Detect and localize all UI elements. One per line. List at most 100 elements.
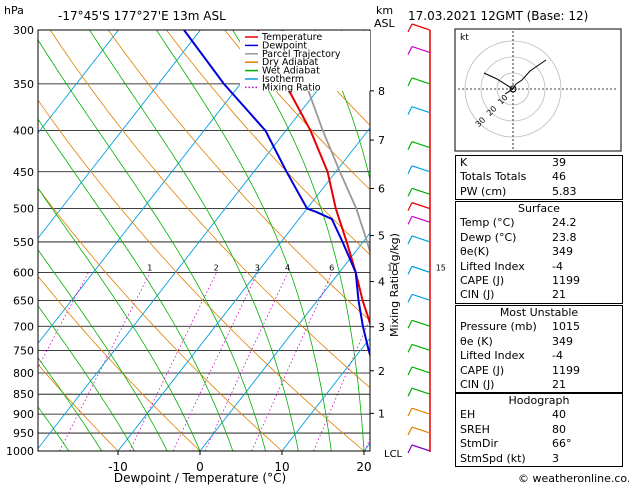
index-row-k: K 39 [460,156,566,169]
dry-adiabat-line [107,30,370,322]
y-tick-label: 450 [13,166,34,179]
km-tick-label: 7 [378,134,385,147]
hodograph-row: StmDir 66° [460,437,572,451]
index-row-pw: PW (cm) 5.83 [460,184,577,198]
y-tick-label: 600 [13,266,34,279]
most-unstable-row: CIN (J) 21 [460,378,566,392]
x-tick-label: 20 [356,460,371,474]
x-axis-label: Dewpoint / Temperature (°C) [114,471,286,485]
km-tick-label: 4 [378,276,385,289]
mixing-ratio-line [251,272,333,451]
mixing-ratio-label: 10 [387,263,397,272]
hodograph-storm-marker [509,85,517,93]
wind-barb [411,235,431,243]
profile-lines [183,30,370,358]
dry-adiabat-line [38,187,283,451]
mixing-ratio-line [38,272,89,369]
dry-adiabat-line [38,99,365,451]
background-lines [38,30,370,451]
wind-barb-flag [407,407,413,417]
legend-label: Wet Adiabat [262,66,320,77]
wet-adiabat-line [314,30,370,181]
y-tick-label: 750 [13,344,34,357]
mixing-ratio-line [172,272,259,451]
y-tick-label: 300 [13,24,34,37]
series-dewpoint [183,30,370,358]
km-tick-label: 8 [378,85,385,98]
wet-adiabat-line [89,30,299,451]
wet-adiabat-line [38,39,266,451]
axes: 1234610152025300350400450500550600650700… [6,24,509,474]
indices-table: K 39 Totals Totals 46 PW (cm) 5.83 [455,155,623,201]
legend-background [240,31,370,91]
wind-barbs [407,23,431,454]
hodograph-trace [483,59,547,95]
legend-label: Dry Adiabat [262,57,319,68]
km-tick-label: 3 [378,321,385,334]
dry-adiabat-line [38,275,201,451]
y-tick-label: 1000 [6,445,34,458]
wet-adiabat-line [38,118,234,451]
mixing-ratio-line [129,272,218,451]
wind-barb-flag [407,344,413,353]
wind-barb-flag [407,294,413,303]
wet-adiabat-line [38,406,70,451]
y-tick-label: 900 [13,408,34,421]
most-unstable-row: Pressure (mb) 1015 [460,320,580,334]
wind-barb [411,265,431,273]
wind-barb-flag [407,202,413,211]
mixing-ratio-axis-label: Mixing Ratio (g/kg) [388,233,401,337]
plot-frame [37,29,371,452]
wind-barb-flag [407,188,413,197]
mixing-ratio-label: 3 [255,263,260,272]
wind-barb-flag [407,46,413,55]
y-tick-label: 800 [13,367,34,380]
wind-barb [411,77,431,85]
y-tick-label: 850 [13,388,34,401]
wind-barb [411,293,431,301]
surface-row: CIN (J) 21 [460,288,566,302]
surface-row: θe(K) 349 [460,245,573,259]
hodograph-unit: kt [460,33,469,43]
surface-title: Surface [518,202,560,215]
wind-barb-flag [407,216,413,225]
mixing-ratio-line [204,272,289,451]
hodograph-row: SREH 80 [460,422,566,436]
most-unstable-row: θe (K) 349 [460,334,573,348]
legend-label: Temperature [261,32,322,43]
copyright: © weatheronline.co.uk [518,472,629,485]
isotherm-line [117,127,370,451]
hodograph-table: Hodograph EH 40 SREH 80 StmDir 66° StmSpd (… [455,393,623,468]
isotherm-line [199,232,370,451]
asl-label: ASL [374,17,396,30]
wind-barb-flag [407,106,413,115]
wind-barb [411,407,431,415]
index-row-totals: Totals Totals 46 [460,170,566,184]
wind-barb [411,319,431,327]
y-tick-label: 550 [13,236,34,249]
hodograph-table-title: Hodograph [508,394,570,407]
wind-barb [411,426,431,434]
hodograph-frame [454,28,622,152]
legend-label: Parcel Trajectory [262,49,341,60]
km-tick-label: 1 [378,407,385,420]
surface-row: Dewp (°C) 23.8 [460,230,577,244]
isotherm-line [38,30,283,345]
wet-adiabat-line [232,30,365,451]
wind-barb-flag [407,266,413,275]
dry-adiabat-line [38,363,119,451]
km-label: km [376,4,393,17]
wet-adiabat-line [38,305,135,451]
km-tick-label: 5 [378,230,385,243]
wind-barb [411,387,431,395]
wind-barb [411,366,431,374]
series-temperature [256,30,370,327]
wind-barb [411,202,431,210]
wind-barb [411,23,431,31]
y-tick-label: 400 [13,125,34,138]
datetime-title: 17.03.2021 12GMT (Base: 12) [408,9,588,23]
x-tick-label: 10 [274,460,289,474]
most-unstable-table: Most Unstable Pressure (mb) 1015 θe (K) 34… [455,305,623,394]
